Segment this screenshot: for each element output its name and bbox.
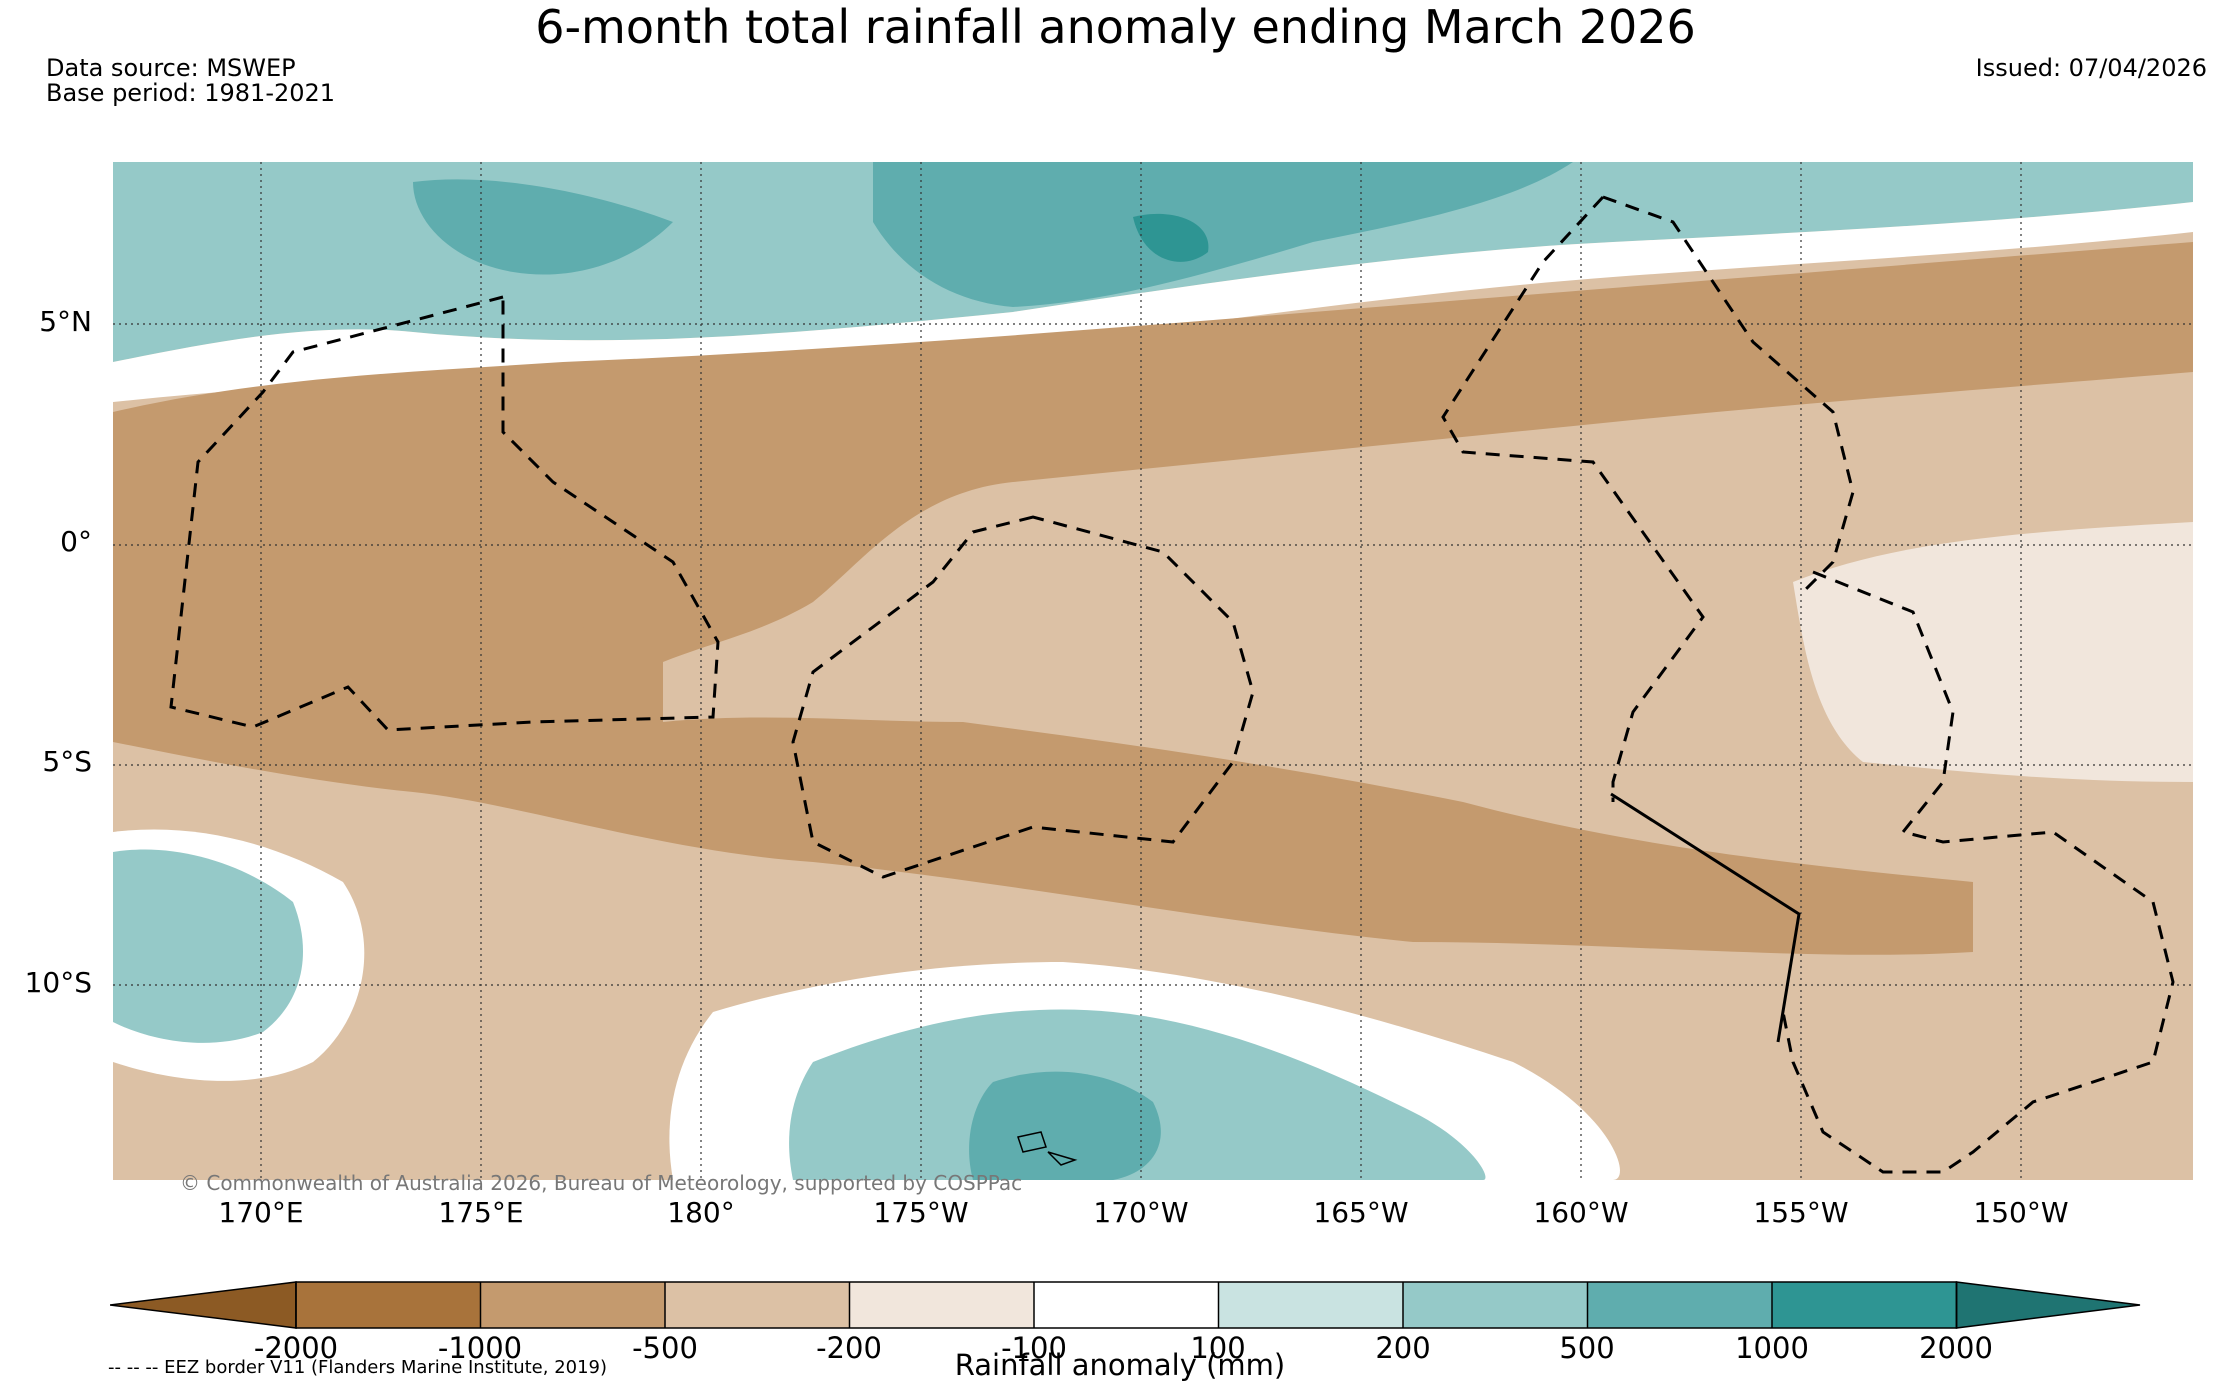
eez-legend-note: -- -- -- EEZ border V11 (Flanders Marine… (108, 1357, 608, 1378)
colorbar (110, 1281, 2141, 1329)
colorbar-segment-gt-2000 (1955, 1281, 2141, 1329)
colorbar-tick: -2000 (253, 1331, 339, 1365)
eez-borders (169, 195, 2175, 1174)
eez-border-line-islands (1441, 195, 1705, 802)
colorbar-segment (1403, 1282, 1588, 1328)
colorbar-segment (665, 1282, 850, 1328)
graticule (113, 162, 2193, 1180)
map-title: 6-month total rainfall anomaly ending Ma… (535, 0, 1696, 54)
eez-border-kiribati-gilbert (169, 295, 720, 732)
lat-label-5s: 5°S (42, 745, 92, 778)
anomaly-band-north-wettest (1133, 213, 1209, 262)
lon-label-170e: 170°E (218, 1196, 304, 1229)
colorbar-tick: -500 (632, 1331, 698, 1365)
anomaly-patch-south-wetter (969, 1071, 1161, 1180)
lon-label-180: 180° (667, 1196, 735, 1229)
anomaly-band-north-wetter (413, 162, 1573, 307)
colorbar-segment (1034, 1282, 1219, 1328)
colorbar-tick: -100 (1001, 1331, 1067, 1365)
eez-border-solid (1610, 792, 1801, 1043)
island-outline (1017, 1131, 1047, 1153)
lon-label-160w: 160°W (1533, 1196, 1629, 1229)
colorbar-tick: -1000 (437, 1331, 523, 1365)
colorbar-tick: 500 (1559, 1331, 1615, 1365)
copyright-notice: © Commonwealth of Australia 2026, Bureau… (180, 1171, 1023, 1195)
lon-label-170w: 170°W (1093, 1196, 1189, 1229)
lat-label-10s: 10°S (24, 966, 92, 999)
colorbar-segment (1218, 1282, 1403, 1328)
colorbar-tick: -200 (816, 1331, 882, 1365)
colorbar-segment (1772, 1282, 1957, 1328)
anomaly-patch-neutral-east (1793, 522, 2193, 782)
lon-label-175e: 175°E (438, 1196, 524, 1229)
eez-border-phoenix (791, 515, 1255, 879)
eez-border-southeast (1781, 570, 2175, 1174)
colorbar-tick: 200 (1375, 1331, 1431, 1365)
anomaly-patch-very-dry-west (113, 442, 593, 682)
lat-label-0: 0° (60, 525, 92, 558)
colorbar-segment (1587, 1282, 1772, 1328)
lon-label-175w: 175°W (873, 1196, 969, 1229)
colorbar-title: Rainfall anomaly (mm) (954, 1348, 1286, 1382)
data-source: Data source: MSWEP (46, 54, 296, 82)
eez-border-line-islands-east (1602, 195, 1855, 594)
anomaly-patch-southwest-wetter (113, 849, 303, 1043)
base-period: Base period: 1981-2021 (46, 79, 336, 107)
rainfall-anomaly-map (113, 162, 2193, 1180)
island-outline (1047, 1151, 1078, 1166)
anomaly-band-north-neutral (113, 202, 2193, 402)
colorbar-frame (295, 1281, 1958, 1329)
colorbar-tick: 100 (1190, 1331, 1246, 1365)
lon-label-150w: 150°W (1973, 1196, 2069, 1229)
colorbar-tick: 2000 (1919, 1331, 1993, 1365)
colorbar-segment-lt-2000 (110, 1281, 297, 1329)
colorbar-tick: 1000 (1735, 1331, 1809, 1365)
anomaly-band-dry (113, 242, 2193, 955)
lon-label-165w: 165°W (1313, 1196, 1409, 1229)
lon-label-155w: 155°W (1753, 1196, 1849, 1229)
issued-date: Issued: 07/04/2026 (1975, 54, 2207, 82)
colorbar-segment (296, 1282, 481, 1328)
colorbar-segment (480, 1282, 665, 1328)
lat-label-5n: 5°N (39, 305, 92, 338)
colorbar-segment (849, 1282, 1034, 1328)
islands (1017, 1131, 1078, 1166)
